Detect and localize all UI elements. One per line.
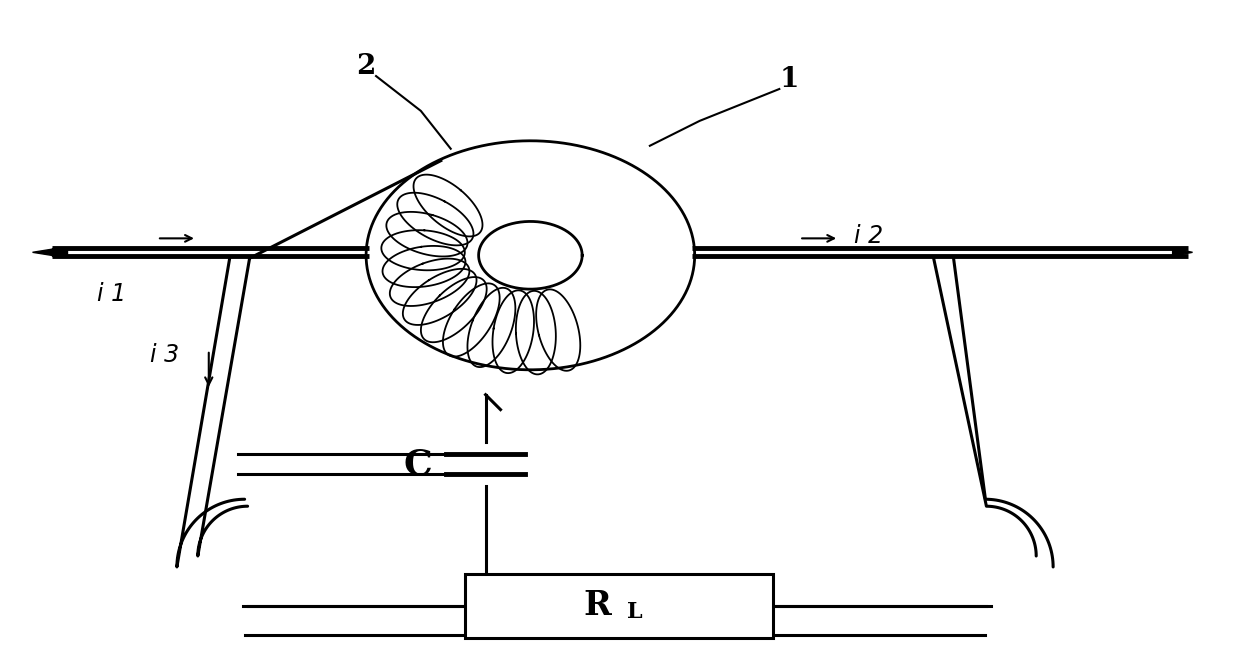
Text: C: C [404,447,432,481]
Text: L: L [627,601,643,623]
Polygon shape [52,248,67,256]
Text: i 1: i 1 [97,282,126,306]
Text: 1: 1 [779,65,799,93]
Bar [465,574,773,638]
Text: R: R [584,589,611,622]
Text: i 3: i 3 [150,343,180,367]
Text: i 2: i 2 [854,225,883,248]
Polygon shape [32,248,57,256]
Text: 2: 2 [357,52,375,80]
Polygon shape [1172,248,1192,256]
